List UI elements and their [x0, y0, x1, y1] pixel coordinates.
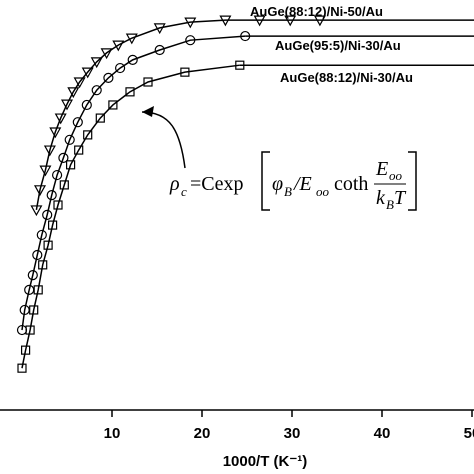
marker	[100, 48, 113, 60]
eq-phi: φ	[272, 173, 283, 195]
eq-sub: c	[181, 184, 187, 199]
marker	[43, 145, 56, 157]
marker	[39, 165, 52, 177]
marker	[103, 72, 114, 84]
arrow	[141, 111, 186, 169]
marker	[125, 87, 135, 97]
x-tick-label: 20	[194, 425, 211, 442]
fit-line	[21, 64, 240, 369]
marker	[59, 180, 69, 190]
marker	[108, 100, 118, 110]
marker	[154, 44, 165, 56]
arrow-head	[142, 106, 154, 117]
marker	[36, 229, 47, 241]
eq-sub: oo	[316, 184, 330, 199]
equation: ρ c =Cexp φ B /E oo coth E oo k B T	[169, 151, 417, 212]
marker	[33, 285, 43, 295]
marker	[153, 23, 166, 35]
eq-text: T	[394, 187, 407, 209]
marker	[47, 220, 58, 230]
marker	[180, 67, 190, 77]
marker	[143, 77, 153, 87]
x-axis-label: 1000/T (K⁻¹)	[223, 453, 308, 470]
marker	[114, 62, 126, 74]
marker	[253, 15, 266, 27]
marker	[81, 67, 94, 79]
bracket	[261, 151, 417, 211]
fit-line	[21, 35, 246, 331]
marker	[49, 127, 62, 139]
marker	[42, 209, 53, 220]
eq-sub: oo	[389, 168, 403, 183]
x-tick-label: 30	[284, 425, 301, 442]
marker	[32, 249, 43, 261]
marker	[185, 35, 196, 46]
marker	[43, 240, 53, 250]
marker	[184, 17, 197, 29]
series-label: AuGe(95:5)/Ni-30/Au	[275, 38, 401, 53]
marker	[95, 113, 105, 123]
marker	[46, 190, 57, 201]
marker	[83, 130, 93, 140]
marker	[72, 117, 83, 128]
x-tick-label: 10	[104, 425, 121, 442]
marker	[240, 30, 251, 42]
fit-line	[35, 19, 320, 211]
marker	[313, 15, 326, 27]
eq-text: =Cexp	[190, 173, 244, 195]
marker	[235, 60, 245, 70]
marker	[90, 57, 103, 69]
marker	[73, 77, 86, 89]
eq-text: E	[375, 158, 388, 180]
marker	[64, 134, 75, 145]
marker	[74, 145, 84, 155]
marker	[29, 305, 39, 315]
marker	[284, 15, 297, 27]
marker	[58, 152, 69, 163]
eq-text: k	[376, 187, 386, 209]
marker	[30, 205, 43, 217]
marker	[60, 99, 74, 111]
marker	[54, 113, 67, 125]
marker	[81, 99, 92, 111]
marker	[53, 200, 63, 210]
x-tick-label: 40	[374, 425, 391, 442]
marker	[67, 87, 80, 99]
marker	[25, 325, 35, 335]
eq-text: /E	[293, 173, 312, 195]
marker	[127, 54, 138, 65]
eq-sub: B	[386, 197, 394, 212]
marker	[27, 270, 38, 281]
series-label: AuGe(88:12)/Ni-50/Au	[250, 4, 383, 19]
marker	[51, 169, 63, 181]
marker	[38, 260, 48, 270]
marker	[125, 33, 138, 45]
series-label: AuGe(88:12)/Ni-30/Au	[280, 70, 413, 85]
marker	[112, 40, 125, 52]
marker	[21, 345, 31, 355]
marker	[91, 85, 102, 96]
x-tick-label: 50	[464, 425, 474, 442]
marker	[17, 363, 27, 373]
marker	[33, 185, 47, 197]
eq-text: coth	[334, 173, 368, 195]
marker	[219, 15, 232, 27]
eq-rho: ρ	[169, 173, 180, 195]
marker	[65, 160, 76, 170]
eq-sub: B	[284, 184, 292, 199]
